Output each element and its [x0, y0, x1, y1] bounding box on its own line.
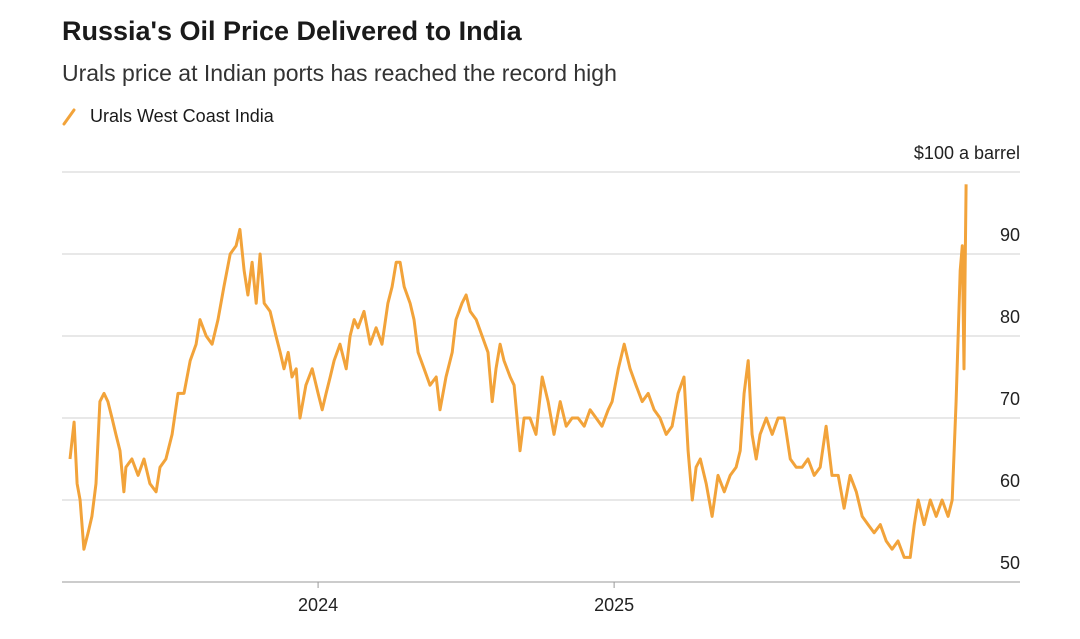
y-tick-label: 70 [1000, 389, 1020, 409]
y-tick-label: $100 a barrel [914, 143, 1020, 163]
y-tick-label: 60 [1000, 471, 1020, 491]
chart-subtitle: Urals price at Indian ports has reached … [62, 60, 617, 86]
legend-icon [62, 108, 76, 126]
x-tick-label: 2024 [298, 595, 338, 615]
y-tick-label: 90 [1000, 225, 1020, 245]
y-tick-label: 50 [1000, 553, 1020, 573]
y-tick-label: 80 [1000, 307, 1020, 327]
x-tick-label: 2025 [594, 595, 634, 615]
data-line [68, 184, 968, 559]
chart-title: Russia's Oil Price Delivered to India [62, 16, 523, 46]
legend-label: Urals West Coast India [90, 106, 275, 126]
